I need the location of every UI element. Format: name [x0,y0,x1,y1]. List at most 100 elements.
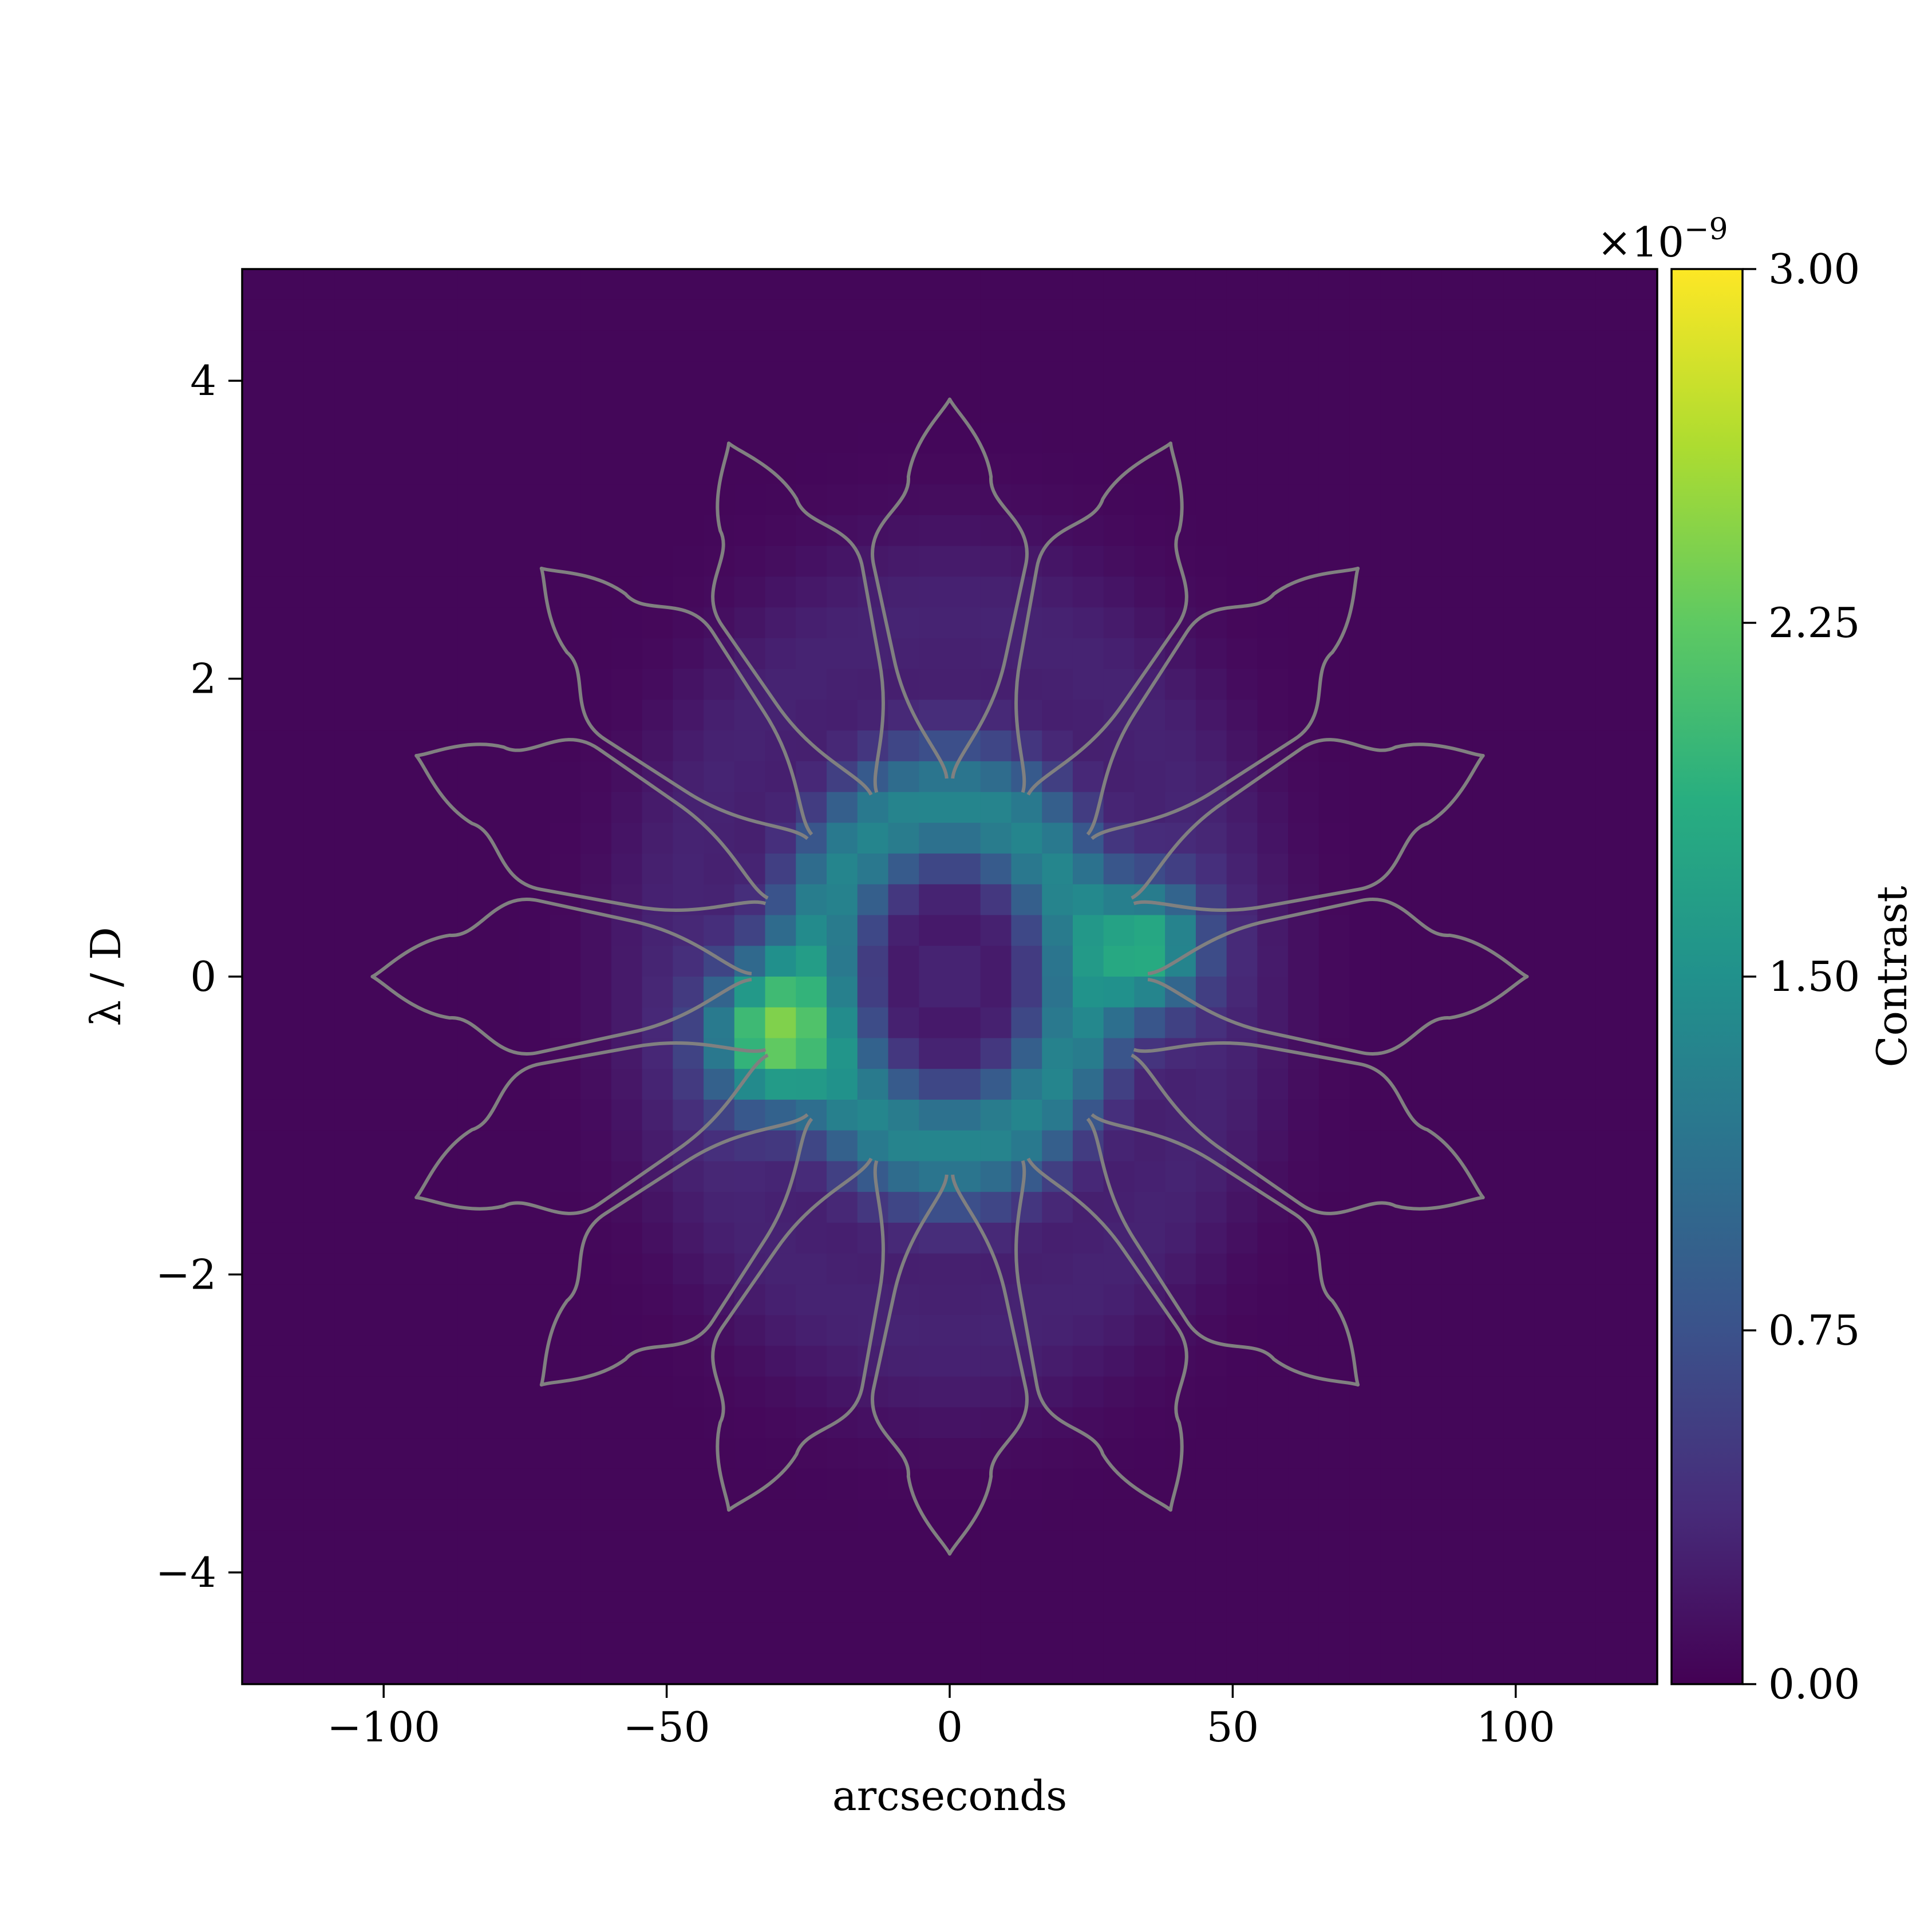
heatmap-cell [1411,1315,1443,1346]
heatmap-cell [1380,484,1412,516]
colorbar-offset: ×10−9 [1597,212,1728,266]
heatmap-cell [1165,1561,1196,1593]
heatmap-cell [642,1099,674,1131]
heatmap-cell [704,700,735,731]
heatmap-cell [1195,453,1227,485]
heatmap-cell [519,946,551,977]
heatmap-cell [1318,1622,1350,1654]
heatmap-cell [1257,1253,1289,1285]
heatmap-cell [704,1561,735,1593]
heatmap-cell [1411,546,1443,578]
heatmap-cell [827,1284,858,1315]
heatmap-cell [1011,977,1043,1008]
heatmap-cell [396,1284,428,1315]
heatmap-cell [950,669,981,701]
heatmap-cell [519,299,551,331]
heatmap-cell [242,361,274,393]
heatmap-cell [242,1007,274,1039]
heatmap-cell [734,1099,766,1131]
heatmap-cell [919,1038,950,1070]
heatmap-cell [1226,638,1258,670]
heatmap-cell [242,1253,274,1285]
heatmap-cell [1380,915,1412,947]
heatmap-cell [919,1253,950,1285]
heatmap-cell [1134,1099,1165,1131]
heatmap-cell [519,1622,551,1654]
heatmap-cell [519,546,551,578]
heatmap-cell [765,515,797,547]
heatmap-cell [888,1130,920,1162]
heatmap-cell [1257,700,1289,731]
heatmap-cell [550,1099,581,1131]
heatmap-cell [1318,576,1350,608]
heatmap-cell [857,1561,889,1593]
heatmap-cell [1011,792,1043,824]
heatmap-cell [334,1499,366,1531]
heatmap-cell [272,1438,305,1469]
heatmap-cell [1503,1438,1535,1469]
heatmap-cell [1534,330,1566,362]
heatmap-cell [857,269,889,301]
heatmap-cell [396,484,428,516]
heatmap-cell [1134,1468,1165,1500]
heatmap-cell [1441,1345,1473,1377]
heatmap-cell [919,1468,950,1500]
heatmap-cell [1103,1499,1135,1531]
heatmap-cell [673,1530,704,1562]
heatmap-cell [673,546,704,578]
heatmap-cell [1564,515,1597,547]
heatmap-cell [488,484,520,516]
heatmap-cell [365,1622,397,1654]
heatmap-cell [734,1376,766,1408]
heatmap-cell [827,269,858,301]
petal-outline [711,441,885,796]
heatmap-cell [1534,1315,1566,1346]
heatmap-cell [1626,330,1657,362]
heatmap-cell [857,1038,889,1070]
heatmap-cell [1072,854,1104,885]
heatmap-cell [1380,1222,1412,1254]
heatmap-cell [1195,1407,1227,1439]
colorbar-label: Contrast [1868,886,1916,1067]
heatmap-cell [1134,1038,1165,1070]
heatmap-cell [827,700,858,731]
heatmap-cell [1103,915,1135,947]
heatmap-cell [1318,700,1350,731]
heatmap-cell [611,1130,643,1162]
heatmap-cell [1072,269,1104,301]
heatmap-cell [1564,1345,1597,1377]
heatmap-cell [857,299,889,331]
heatmap-cell [272,269,305,301]
heatmap-cell [1441,884,1473,916]
heatmap-cell [796,1253,827,1285]
heatmap-cell [1441,823,1473,854]
heatmap-cell [765,1499,797,1531]
heatmap-cell [950,269,981,301]
heatmap-cell [1318,361,1350,393]
heatmap-cell [1411,1376,1443,1408]
heatmap-cell [1072,638,1104,670]
heatmap-cell [919,915,950,947]
heatmap-cell [1226,1315,1258,1346]
heatmap-cell [1503,792,1535,824]
heatmap-cell [888,1007,920,1039]
heatmap-cell [704,730,735,762]
heatmap-cell [1226,1376,1258,1408]
heatmap-cell [426,1622,458,1654]
heatmap-cell [1195,700,1227,731]
heatmap-cell [1165,576,1196,608]
heatmap-cell [1534,1069,1566,1100]
heatmap-cell [765,1284,797,1315]
heatmap-cell [888,823,920,854]
heatmap-cell [611,1438,643,1469]
heatmap-cell [888,1315,920,1346]
heatmap-cell [1472,484,1504,516]
heatmap-cell [1380,422,1412,455]
heatmap-cell [796,1284,827,1315]
heatmap-cell [519,1222,551,1254]
heatmap-cell [550,669,581,701]
heatmap-cell [303,1345,335,1377]
heatmap-cell [519,361,551,393]
heatmap-cell [334,1130,366,1162]
heatmap-cell [1195,1069,1227,1100]
